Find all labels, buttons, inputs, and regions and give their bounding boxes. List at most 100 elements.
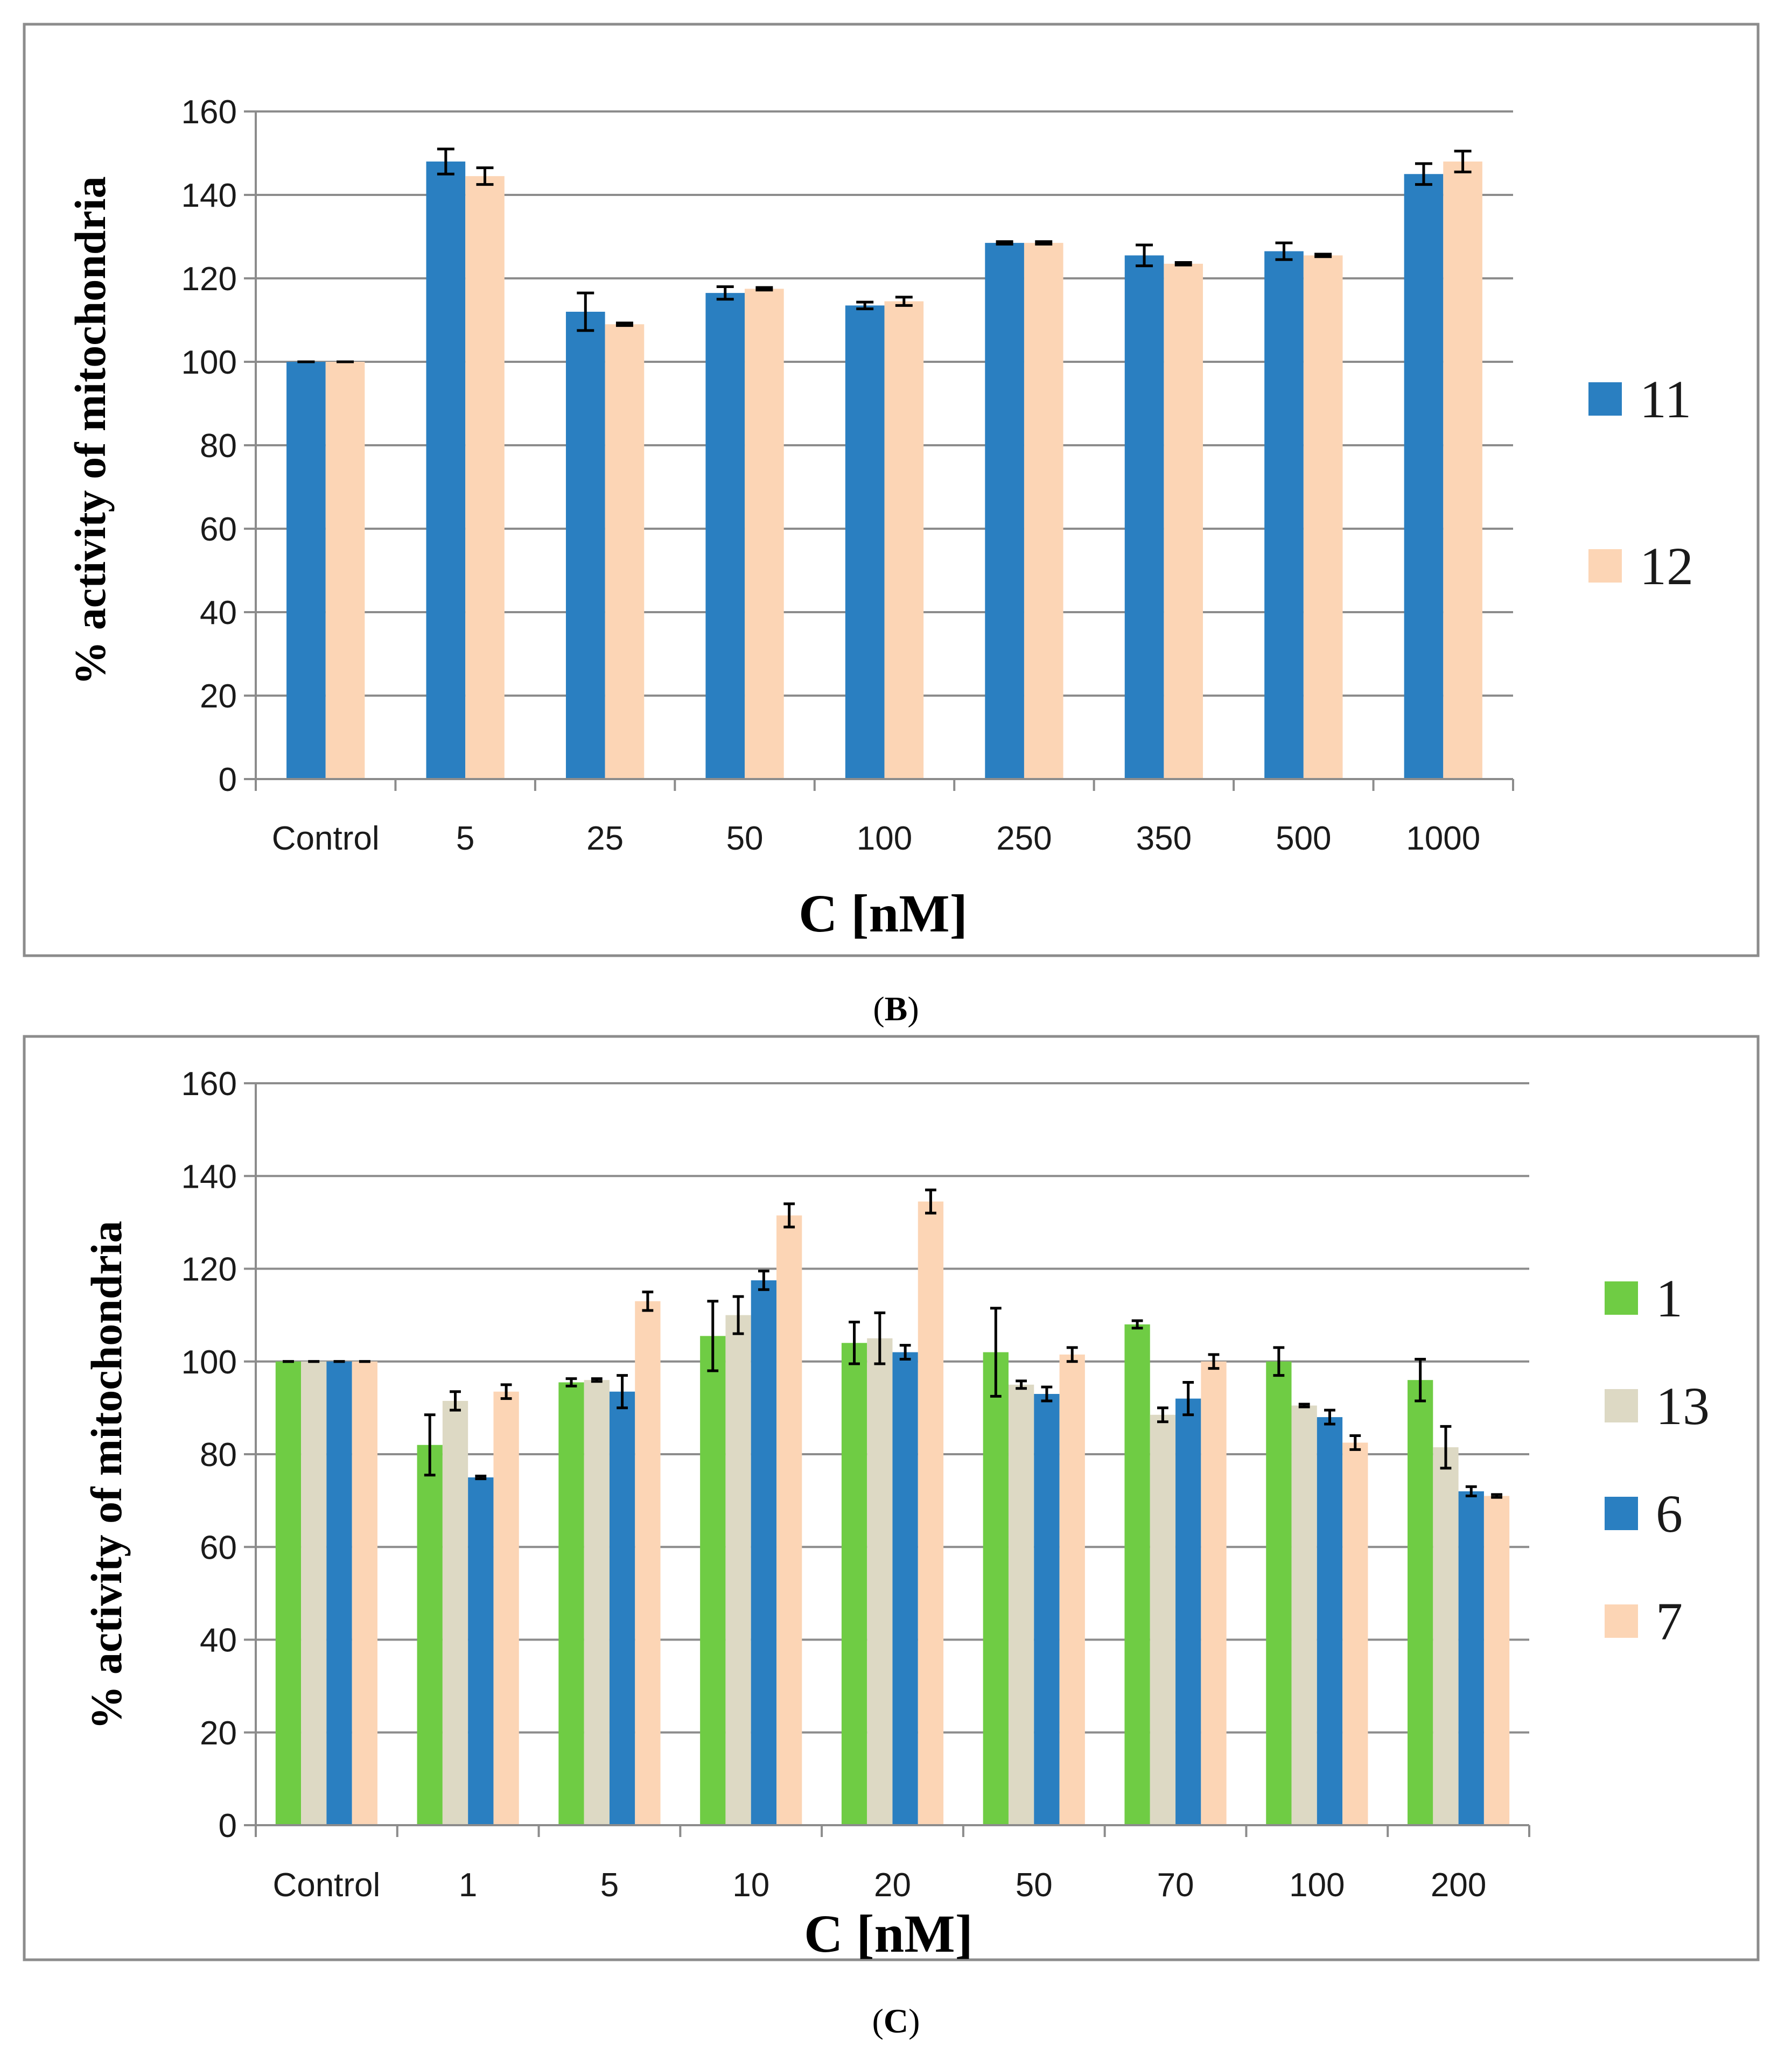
x-tick-label: 100 — [857, 820, 912, 857]
y-tick-label: 60 — [200, 511, 237, 548]
bar-series-11-5 — [426, 162, 466, 779]
bar-series-1-70 — [1124, 1324, 1150, 1825]
x-tick-label: 1 — [459, 1867, 477, 1904]
bar-series-6-200 — [1458, 1491, 1484, 1825]
x-tick-label: 100 — [1289, 1867, 1345, 1904]
bar-series-11-Control — [286, 362, 326, 779]
error-bar-13-1 — [450, 1390, 461, 1412]
y-tick-label: 0 — [219, 761, 237, 798]
error-bar-7-100 — [1349, 1434, 1361, 1451]
y-tick-label: 80 — [200, 427, 237, 465]
bar-series-11-25 — [565, 312, 605, 779]
bar-series-11-50 — [705, 293, 745, 779]
error-bar-11-100 — [856, 300, 874, 311]
bar-series-12-1000 — [1443, 162, 1482, 779]
x-tick-label: 5 — [456, 820, 474, 857]
bar-series-7-20 — [918, 1201, 944, 1825]
error-bar-1-20 — [849, 1321, 860, 1365]
bar-series-7-70 — [1201, 1361, 1227, 1825]
error-bar-11-350 — [1136, 243, 1153, 268]
error-bar-13-200 — [1440, 1425, 1452, 1470]
legend-label-11: 11 — [1640, 369, 1691, 429]
bar-series-13-10 — [725, 1315, 751, 1825]
bar-series-11-500 — [1264, 251, 1304, 779]
y-axis-title: % activity of mitochondria — [82, 1221, 131, 1729]
error-bar-11-250 — [996, 240, 1013, 246]
bar-series-7-1 — [493, 1391, 519, 1825]
legend-swatch-12 — [1588, 549, 1622, 583]
y-axis-title: % activity of mitochondria — [66, 176, 115, 685]
y-tick-label: 160 — [181, 1065, 237, 1103]
y-tick-label: 80 — [200, 1436, 237, 1474]
x-axis-title: C [nM] — [799, 884, 968, 943]
x-tick-label: Control — [272, 820, 380, 857]
axes — [244, 1082, 1530, 1837]
error-bars — [297, 148, 1472, 363]
error-bar-1-200 — [1415, 1357, 1426, 1403]
legend-label-12: 12 — [1640, 536, 1693, 596]
error-bar-12-5 — [476, 166, 494, 186]
bar-series-1-100 — [1266, 1361, 1292, 1825]
chart-panel-c: 0 20 40 60 80 100 120 140 160 Control 1 5 10 20 50 70 1… — [23, 1035, 1760, 1964]
bar-series-6-10 — [751, 1280, 777, 1825]
bar-series-6-5 — [609, 1391, 635, 1825]
bar-series-6-100 — [1317, 1417, 1343, 1825]
bar-series-7-10 — [776, 1215, 802, 1825]
bar-series-1-1 — [417, 1445, 443, 1825]
error-bar-6-5 — [617, 1374, 628, 1410]
legend: 1 13 6 7 — [1605, 1268, 1710, 1651]
error-bar-6-10 — [758, 1270, 769, 1291]
x-tick-label: 50 — [726, 820, 764, 857]
panel-label-b: (B) — [873, 990, 919, 1028]
x-tick-label: 20 — [874, 1867, 911, 1904]
bar-series-13-Control — [301, 1361, 327, 1825]
error-bar-11-1000 — [1415, 162, 1432, 186]
bar-series-1-200 — [1408, 1380, 1433, 1825]
x-tick-label: 200 — [1431, 1867, 1486, 1904]
bar-series-12-Control — [325, 362, 365, 779]
error-bar-6-100 — [1324, 1408, 1335, 1426]
error-bar-1-50 — [990, 1307, 1002, 1398]
legend-swatch-13 — [1605, 1389, 1638, 1422]
error-bar-12-50 — [755, 286, 773, 292]
error-bar-11-500 — [1275, 241, 1293, 261]
error-bars — [283, 1188, 1502, 1499]
legend-swatch-6 — [1605, 1497, 1638, 1530]
y-tick-label: 120 — [181, 1251, 237, 1288]
x-tick-label: 350 — [1136, 820, 1192, 857]
error-bar-7-1 — [500, 1383, 512, 1400]
error-bar-12-250 — [1035, 240, 1053, 246]
legend-swatch-11 — [1588, 382, 1622, 416]
error-bar-7-70 — [1208, 1353, 1220, 1370]
error-bar-12-350 — [1174, 261, 1192, 267]
error-bar-1-5 — [565, 1377, 577, 1387]
bar-series-13-1 — [442, 1400, 468, 1825]
error-bar-13-100 — [1298, 1403, 1310, 1408]
x-tick-labels: Control 1 5 10 20 50 70 100 200 — [272, 1867, 1486, 1904]
error-bar-7-5 — [642, 1291, 654, 1312]
x-tick-label: Control — [272, 1867, 380, 1904]
y-tick-label: 40 — [200, 1622, 237, 1659]
y-tick-label: 20 — [200, 678, 237, 715]
y-tick-labels: 0 20 40 60 80 100 120 140 160 — [181, 1065, 237, 1845]
bar-series-12-350 — [1164, 263, 1203, 779]
panel-label-c: (C) — [872, 2002, 920, 2040]
bars — [275, 1201, 1510, 1825]
bar-series-12-50 — [745, 289, 784, 779]
bars — [286, 162, 1482, 779]
legend-label-6: 6 — [1656, 1484, 1683, 1544]
error-bar-13-5 — [591, 1377, 603, 1383]
error-bar-12-25 — [615, 321, 633, 327]
bar-series-11-1000 — [1404, 174, 1444, 779]
error-bar-11-25 — [577, 291, 594, 332]
bar-series-12-500 — [1303, 255, 1343, 779]
bar-series-7-Control — [352, 1361, 377, 1825]
legend-label-13: 13 — [1656, 1376, 1710, 1436]
bar-series-1-20 — [841, 1343, 867, 1825]
bar-series-1-5 — [558, 1382, 584, 1825]
error-bar-6-1 — [475, 1474, 487, 1481]
bar-series-7-100 — [1342, 1442, 1368, 1825]
bar-series-12-250 — [1024, 243, 1063, 779]
bar-series-7-50 — [1059, 1354, 1085, 1825]
bar-series-7-200 — [1483, 1496, 1510, 1825]
